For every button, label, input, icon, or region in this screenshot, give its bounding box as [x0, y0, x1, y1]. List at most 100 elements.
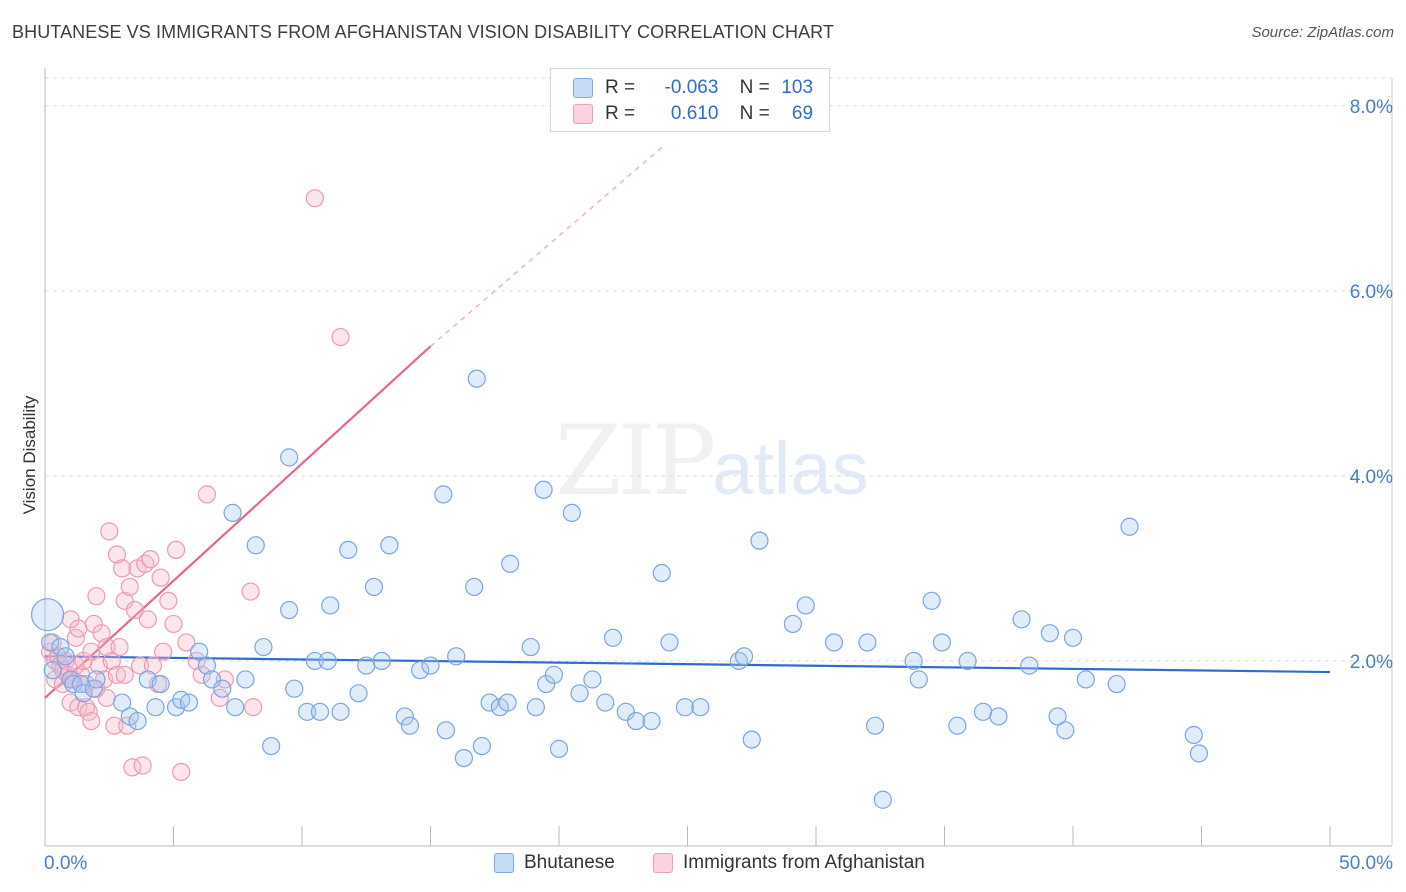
afghanistan-point	[102, 651, 121, 671]
bhutanese-point	[280, 448, 299, 467]
trend-lines	[44, 146, 1331, 699]
afghanistan-point	[130, 656, 150, 675]
bhutanese-point	[904, 651, 923, 671]
bottom-legend-label: Immigrants from Afghanistan	[683, 852, 925, 873]
afghanistan-point	[154, 642, 173, 661]
afghanistan-point	[56, 651, 75, 671]
bhutanese-point	[128, 711, 147, 731]
afghanistan-point	[305, 189, 324, 208]
bhutanese-point	[74, 684, 93, 703]
bhutanese-point	[472, 736, 491, 756]
bhutanese-point	[202, 670, 222, 689]
afghanistan-point	[87, 587, 106, 606]
bhutanese-point	[570, 684, 589, 703]
bhutanese-point	[675, 698, 695, 717]
bhutanese-point	[1048, 707, 1067, 726]
bhutanese-point	[357, 656, 376, 675]
bhutanese-point	[1020, 656, 1039, 675]
legend-swatch-blue	[573, 77, 593, 98]
legend-n-label: N =	[739, 103, 770, 124]
correlation-legend: R = -0.063 N = 103 R = 0.610 N = 69	[550, 68, 830, 132]
y-tick-label: 6.0%	[1350, 282, 1393, 303]
afghanistan-point	[120, 577, 139, 597]
bhutanese-point	[395, 707, 414, 726]
bhutanese-point	[43, 661, 62, 680]
bhutanese-point	[146, 698, 165, 717]
bhutanese-point	[750, 531, 769, 550]
bhutanese-point	[298, 702, 317, 721]
bhutanese-point	[973, 702, 993, 721]
watermark: ZIPatlas	[555, 405, 869, 517]
bhutanese-point	[691, 698, 710, 717]
afghanistan-point	[69, 619, 88, 638]
legend-r-label: R =	[605, 77, 636, 98]
bhutanese-point	[30, 598, 65, 632]
afghanistan-point	[110, 637, 129, 657]
legend-n-label: N =	[739, 77, 770, 98]
bhutanese-point	[349, 684, 368, 703]
bhutanese-point	[783, 614, 802, 634]
afghanistan-point	[331, 327, 350, 347]
bhutanese-point	[236, 670, 255, 689]
afghanistan-point	[164, 614, 183, 634]
afghanistan-point	[107, 545, 127, 564]
bhutanese-point	[562, 503, 581, 522]
bhutanese-point	[603, 628, 623, 647]
afghanistan-point	[159, 591, 178, 610]
bhutanese-point	[922, 591, 941, 610]
bottom-legend-swatch-blue	[494, 852, 514, 873]
bhutanese-point	[734, 647, 754, 666]
afghanistan-point	[107, 665, 127, 684]
bhutanese-point	[197, 656, 217, 675]
bhutanese-point	[226, 698, 245, 717]
bhutanese-point	[447, 647, 466, 666]
bhutanese-point	[866, 716, 885, 735]
bhutanese-point	[151, 674, 170, 694]
bhutanese-point	[280, 600, 299, 620]
bhutanese-point	[400, 716, 420, 735]
chart-title: BHUTANESE VS IMMIGRANTS FROM AFGHANISTAN…	[12, 22, 835, 42]
bhutanese-point	[534, 480, 553, 499]
bhutanese-point	[858, 633, 877, 652]
bhutanese-point	[56, 647, 75, 666]
bhutanese-point	[1063, 628, 1083, 647]
afghanistan-point	[100, 522, 119, 541]
bhutanese-point	[372, 651, 391, 671]
bhutanese-point	[64, 674, 83, 694]
bhutanese-point	[434, 485, 453, 504]
bhutanese-point	[465, 577, 484, 597]
afghanistan-point	[69, 698, 88, 717]
afghanistan-point	[143, 656, 163, 675]
afghanistan-point	[97, 637, 116, 657]
bhutanese-point	[380, 536, 399, 555]
bhutanese-point	[537, 674, 556, 694]
bhutanese-point	[642, 711, 661, 731]
bhutanese-point	[331, 702, 350, 721]
afghanistan-point	[82, 711, 101, 731]
afghanistan-point	[133, 756, 152, 775]
bhutanese-point	[87, 670, 106, 689]
bhutanese-point	[254, 637, 273, 657]
bhutanese-point	[223, 503, 242, 522]
bhutanese-point	[1076, 670, 1095, 689]
y-tick-label: 8.0%	[1350, 97, 1393, 118]
bottom-legend-swatch-pink	[653, 852, 673, 873]
bhutanese-point	[467, 369, 486, 388]
legend-r-value: -0.063	[664, 77, 719, 98]
afghanistan-point	[115, 591, 134, 610]
x-tick-label-min: 0.0%	[44, 853, 87, 874]
bhutanese-point	[190, 642, 209, 661]
bhutanese-point	[948, 716, 967, 735]
afghanistan-trend-extension	[430, 146, 663, 347]
bhutanese-point	[909, 670, 928, 689]
afghanistan-point	[112, 559, 132, 578]
bhutanese-point	[318, 651, 337, 671]
bhutanese-point	[262, 736, 281, 756]
bhutanese-point	[1107, 674, 1126, 694]
bhutanese-point	[742, 730, 761, 749]
bhutanese-point	[310, 702, 330, 721]
watermark-zip: ZIP	[555, 405, 716, 517]
bhutanese-point	[305, 651, 324, 671]
afghanistan-point	[92, 624, 111, 643]
bhutanese-point	[213, 679, 232, 698]
